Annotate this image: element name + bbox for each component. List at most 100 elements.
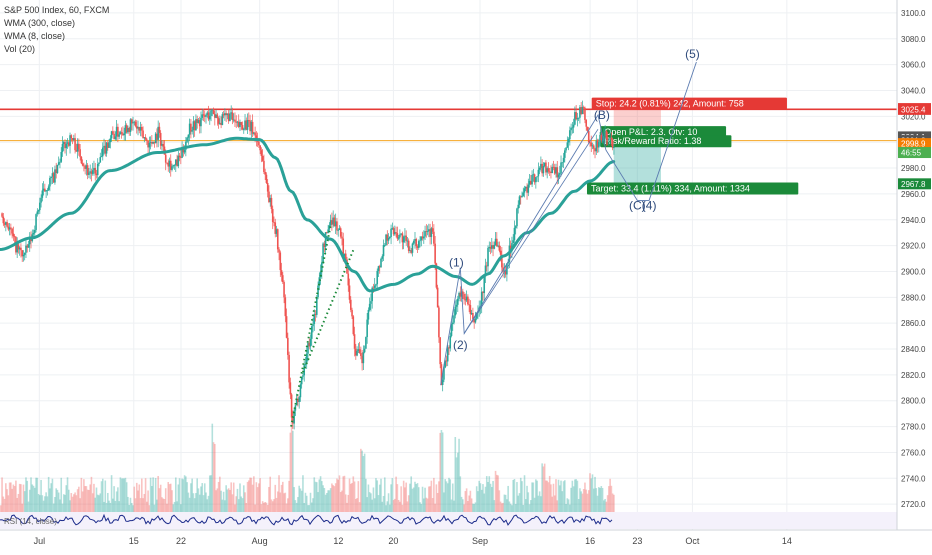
volume-bar xyxy=(454,437,457,512)
volume-bar xyxy=(425,497,428,512)
price-tag: 2998.9 xyxy=(898,138,931,150)
volume-bar xyxy=(253,476,255,512)
candle-body xyxy=(402,236,405,243)
candle-body xyxy=(214,114,216,118)
candle-body xyxy=(419,240,421,242)
volume-bar xyxy=(483,493,486,512)
candle-body xyxy=(608,138,610,140)
candle-body xyxy=(90,171,93,174)
candle-body xyxy=(438,307,440,338)
candle-body xyxy=(122,133,124,136)
volume-bar xyxy=(80,477,83,512)
candle-body xyxy=(492,245,494,249)
volume-bar xyxy=(468,495,470,512)
candle-body xyxy=(493,244,496,249)
volume-bar xyxy=(376,480,379,512)
volume-bar xyxy=(273,499,275,512)
candle-body xyxy=(611,139,614,149)
candle-body xyxy=(17,244,20,250)
volume-bar xyxy=(215,490,217,512)
wave-trendline xyxy=(463,129,599,334)
candle-body xyxy=(120,132,123,134)
candle-body xyxy=(604,130,606,137)
volume-bar xyxy=(174,477,177,512)
volume-bar xyxy=(587,490,590,512)
volume-bar xyxy=(90,476,93,512)
candle-body xyxy=(541,163,543,174)
candle-body xyxy=(164,154,167,163)
y-tick-label: 2940.0 xyxy=(901,216,926,225)
candle-body xyxy=(474,318,477,323)
candle-body xyxy=(232,119,235,121)
candle-body xyxy=(273,222,275,223)
volume-bar xyxy=(536,480,538,512)
candle-body xyxy=(166,162,168,164)
volume-bar xyxy=(137,490,139,512)
volume-bar xyxy=(356,498,358,512)
candle-body xyxy=(591,145,594,147)
candle-body xyxy=(564,150,566,158)
volume-bar xyxy=(482,484,484,512)
candle-body xyxy=(475,312,478,319)
volume-bar xyxy=(503,494,506,512)
y-tick-label: 2840.0 xyxy=(901,345,926,354)
candle-body xyxy=(367,309,370,320)
candle-body xyxy=(78,143,80,150)
volume-bar xyxy=(572,486,575,512)
candle-body xyxy=(159,132,162,146)
candle-body xyxy=(426,231,429,232)
candle-body xyxy=(322,243,324,263)
candle-body xyxy=(336,221,338,231)
candle-body xyxy=(366,319,368,338)
volume-bar xyxy=(601,488,604,512)
candle-body xyxy=(234,119,236,122)
open-pnl-label: Open P&L: 2.3, Qty: 10 xyxy=(600,126,727,139)
volume-bar xyxy=(434,503,436,512)
candle-body xyxy=(133,121,136,123)
volume-bar xyxy=(125,482,128,512)
volume-bar xyxy=(133,486,136,512)
candle-body xyxy=(130,119,133,124)
candle-body xyxy=(580,107,582,115)
y-tick-label: 2760.0 xyxy=(901,448,926,457)
volume-bar xyxy=(98,495,100,512)
candle-body xyxy=(110,131,113,139)
volume-bar xyxy=(229,489,231,512)
candle-body xyxy=(195,119,197,131)
volume-bar xyxy=(73,494,75,512)
volume-bar xyxy=(521,481,523,512)
volume-bar xyxy=(148,505,151,512)
volume-bar xyxy=(157,475,159,512)
candle-body xyxy=(62,141,65,144)
candle-body xyxy=(282,275,284,283)
volume-bar xyxy=(449,479,452,512)
candle-body xyxy=(519,196,522,198)
volume-bar xyxy=(236,488,239,512)
candle-body xyxy=(430,228,433,237)
candle-body xyxy=(606,138,609,140)
candle-body xyxy=(391,228,394,229)
candle-body xyxy=(431,228,434,232)
volume-bar xyxy=(245,503,248,512)
volume-bar xyxy=(370,493,372,512)
volume-bar xyxy=(249,477,251,512)
volume-bar xyxy=(574,479,576,512)
candle-body xyxy=(382,245,385,257)
volume-bar xyxy=(298,485,300,512)
volume-bar xyxy=(279,492,282,512)
candle-body xyxy=(158,126,161,133)
candle-body xyxy=(454,306,457,316)
candle-body xyxy=(239,122,241,127)
volume-bar xyxy=(312,498,314,512)
volume-bar xyxy=(412,487,415,512)
risk-reward-label-text: Risk/Reward Ratio: 1.38 xyxy=(604,136,701,146)
volume-bar xyxy=(307,505,309,512)
candle-body xyxy=(314,313,317,315)
candle-body xyxy=(23,252,26,255)
volume-bar xyxy=(164,488,167,512)
volume-bar xyxy=(474,502,477,512)
candle-body xyxy=(265,174,268,183)
candle-body xyxy=(26,245,29,248)
volume-bar xyxy=(331,483,333,512)
